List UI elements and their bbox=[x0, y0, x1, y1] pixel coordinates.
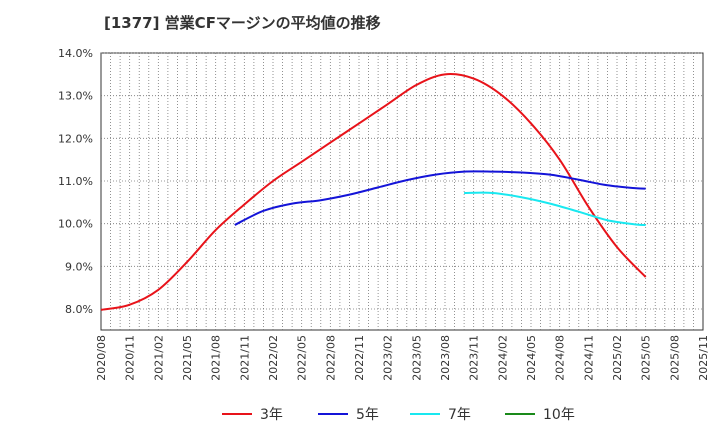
x-tick-label: 2021/02 bbox=[152, 335, 165, 381]
legend-label: 10年 bbox=[543, 407, 575, 423]
x-tick-label: 2024/08 bbox=[554, 335, 567, 381]
x-tick-label: 2022/05 bbox=[296, 335, 309, 381]
legend-item: 3年 bbox=[222, 407, 283, 423]
legend-item: 5年 bbox=[318, 407, 379, 423]
y-tick-label: 9.0% bbox=[65, 260, 93, 273]
x-tick-label: 2023/02 bbox=[382, 335, 395, 381]
x-tick-label: 2022/11 bbox=[353, 335, 366, 381]
x-tick-label: 2024/05 bbox=[525, 335, 538, 381]
x-tick-label: 2023/05 bbox=[410, 335, 423, 381]
series-line-3年 bbox=[100, 73, 647, 311]
plot-area bbox=[100, 52, 704, 331]
legend-label: 5年 bbox=[356, 407, 379, 423]
y-tick-label: 11.0% bbox=[58, 175, 93, 188]
series-line-7年 bbox=[464, 191, 646, 227]
x-tick-label: 2022/08 bbox=[324, 335, 337, 381]
x-tick-label: 2020/08 bbox=[95, 335, 108, 381]
x-tick-label: 2025/11 bbox=[697, 335, 710, 381]
legend-item: 7年 bbox=[410, 407, 471, 423]
y-tick-label: 12.0% bbox=[58, 132, 93, 145]
series-line-5年 bbox=[234, 170, 646, 226]
x-tick-label: 2021/08 bbox=[210, 335, 223, 381]
x-tick-label: 2021/05 bbox=[181, 335, 194, 381]
x-tick-label: 2025/05 bbox=[640, 335, 653, 381]
legend-item: 10年 bbox=[505, 407, 575, 423]
x-tick-label: 2025/08 bbox=[668, 335, 681, 381]
x-tick-label: 2023/11 bbox=[468, 335, 481, 381]
chart-title: [1377] 営業CFマージンの平均値の推移 bbox=[104, 14, 381, 32]
legend-label: 3年 bbox=[260, 407, 283, 423]
x-tick-label: 2021/11 bbox=[238, 335, 251, 381]
x-tick-label: 2020/11 bbox=[124, 335, 137, 381]
x-tick-label: 2022/02 bbox=[267, 335, 280, 381]
y-tick-label: 10.0% bbox=[58, 218, 93, 231]
x-tick-label: 2025/02 bbox=[611, 335, 624, 381]
y-tick-label: 14.0% bbox=[58, 47, 93, 60]
x-tick-label: 2024/11 bbox=[582, 335, 595, 381]
legend-label: 7年 bbox=[448, 407, 471, 423]
y-tick-label: 13.0% bbox=[58, 90, 93, 103]
x-tick-label: 2024/02 bbox=[496, 335, 509, 381]
y-tick-label: 8.0% bbox=[65, 303, 93, 316]
x-tick-label: 2023/08 bbox=[439, 335, 452, 381]
